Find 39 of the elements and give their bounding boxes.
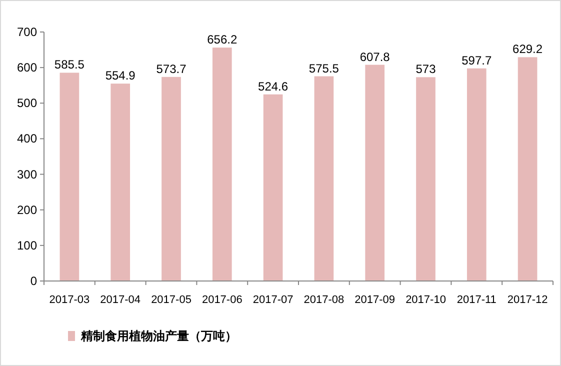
data-label: 607.8 — [360, 50, 390, 64]
data-label: 573.7 — [156, 62, 187, 76]
bar — [263, 94, 283, 281]
x-tick-label: 2017-03 — [49, 294, 90, 306]
y-tick-label: 100 — [16, 238, 38, 252]
bar — [518, 57, 538, 281]
x-tick-label: 2017-09 — [354, 294, 396, 306]
y-tick-label: 200 — [16, 202, 38, 217]
data-label: 524.6 — [258, 79, 288, 94]
bar — [314, 76, 334, 281]
data-label: 597.7 — [462, 53, 492, 68]
y-tick-label: 0 — [30, 274, 38, 288]
bar — [416, 77, 436, 281]
legend-label: 精制食用植物油产量（万吨） — [80, 329, 237, 343]
x-tick-label: 2017-11 — [456, 294, 496, 306]
bar — [110, 84, 130, 281]
y-tick-label: 500 — [16, 96, 38, 110]
data-label: 573 — [416, 62, 436, 76]
data-label: 629.2 — [512, 42, 543, 56]
data-label: 554.9 — [105, 68, 136, 83]
x-tick-label: 2017-12 — [507, 294, 548, 306]
x-tick-label: 2017-10 — [406, 294, 446, 306]
data-label: 575.5 — [308, 61, 340, 76]
data-label: 585.5 — [54, 58, 85, 72]
x-tick-label: 2017-05 — [151, 294, 192, 306]
y-tick-label: 400 — [16, 132, 38, 146]
data-label: 656.2 — [207, 32, 238, 47]
bar — [212, 48, 232, 281]
bar — [365, 64, 385, 281]
bar — [162, 76, 181, 281]
bar — [60, 72, 80, 281]
x-tick-label: 2017-04 — [100, 294, 141, 306]
bar — [466, 68, 486, 281]
x-tick-label: 2017-08 — [304, 294, 344, 306]
x-tick-label: 2017-07 — [252, 294, 294, 306]
y-tick-label: 300 — [16, 167, 38, 182]
y-tick-label: 700 — [16, 25, 38, 39]
x-tick-label: 2017-06 — [202, 294, 242, 306]
y-tick-label: 600 — [16, 60, 38, 75]
